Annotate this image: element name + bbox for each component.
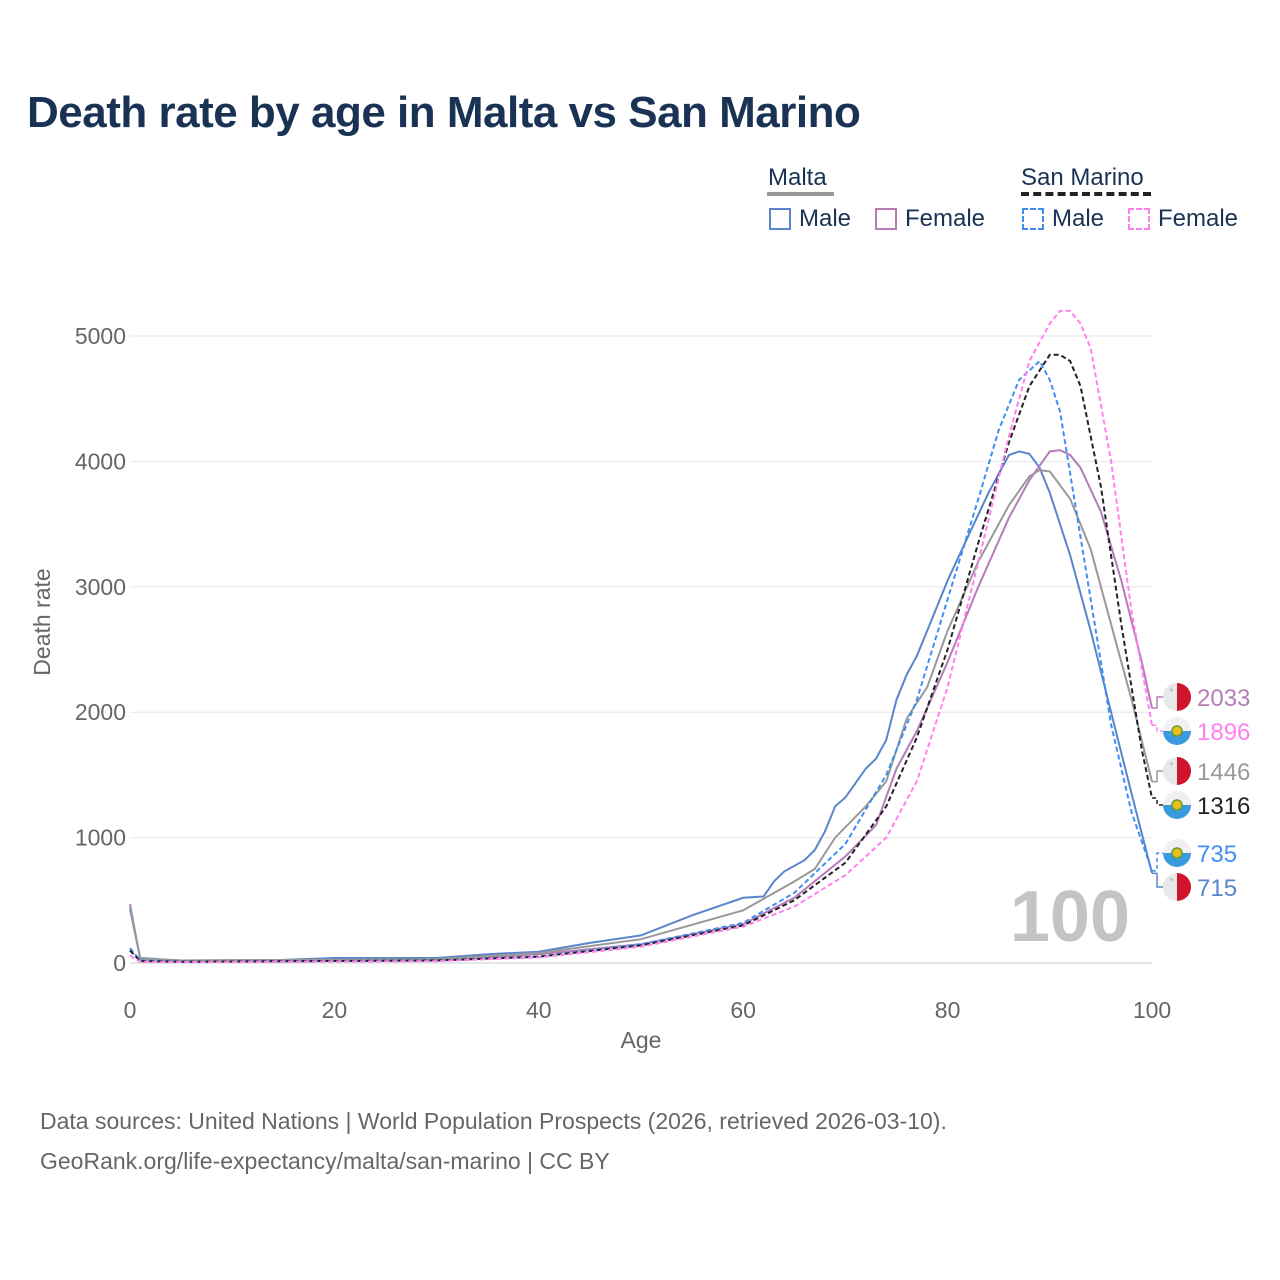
y-tick-label: 0 <box>113 950 126 976</box>
end-value-label: 1896 <box>1197 719 1250 746</box>
legend-malta-male[interactable]: Male <box>799 205 852 232</box>
flag-red-half <box>1177 683 1191 711</box>
end-label-connector <box>1152 872 1165 888</box>
legend-group-san-marino: San Marino <box>1021 164 1144 191</box>
coat-of-arms <box>1171 725 1183 737</box>
y-tick-label: 4000 <box>75 448 126 474</box>
x-tick-label: 60 <box>730 997 756 1023</box>
flag-blue-half <box>1163 805 1191 819</box>
san-marino-flag-icon <box>1163 839 1191 867</box>
legend-malta-female[interactable]: Female <box>905 205 986 232</box>
malta-flag-icon: + <box>1163 757 1191 785</box>
legend-san-marino-male-swatch[interactable] <box>1022 208 1044 230</box>
san-marino-flag-icon <box>1163 791 1191 819</box>
flag-blue-half <box>1163 853 1191 867</box>
footer-link[interactable]: GeoRank.org/life-expectancy/malta/san-ma… <box>40 1148 610 1174</box>
x-tick-label: 80 <box>935 997 961 1023</box>
end-label-connector <box>1152 724 1165 732</box>
x-tick-label: 40 <box>526 997 552 1023</box>
age-watermark: 100 <box>1010 877 1130 957</box>
legend-group-malta: Malta <box>768 164 827 191</box>
end-label-connector <box>1152 770 1165 783</box>
x-tick-label: 100 <box>1133 997 1171 1023</box>
end-value-label: 2033 <box>1197 685 1250 712</box>
legend-san-marino-male[interactable]: Male <box>1052 205 1105 232</box>
end-label-connector <box>1152 797 1165 806</box>
y-tick-label: 2000 <box>75 699 126 725</box>
flag-red-half <box>1177 757 1191 785</box>
end-label-connector <box>1152 696 1165 709</box>
series-line-san-marino-male <box>129 359 1153 963</box>
george-cross: + <box>1169 759 1174 769</box>
series-line-san-marino-total <box>129 353 1153 963</box>
legend-san-marino-female-swatch[interactable] <box>1128 208 1150 230</box>
end-value-label: 715 <box>1197 875 1237 902</box>
george-cross: + <box>1169 685 1174 695</box>
end-label-connector <box>1152 852 1165 872</box>
y-tick-label: 5000 <box>75 323 126 349</box>
coat-of-arms <box>1171 847 1183 859</box>
san-marino-flag-icon <box>1163 717 1191 745</box>
x-tick-label: 0 <box>124 997 137 1023</box>
flag-blue-half <box>1163 731 1191 745</box>
series-line-malta-total <box>129 469 1153 962</box>
flag-red-half <box>1177 873 1191 901</box>
legend-san-marino-female[interactable]: Female <box>1158 205 1239 232</box>
legend-malta-female-swatch[interactable] <box>875 208 897 230</box>
series-line-san-marino-female <box>129 309 1153 964</box>
legend-malta-line <box>767 192 834 196</box>
coat-of-arms <box>1171 799 1183 811</box>
footer-sources: Data sources: United Nations | World Pop… <box>40 1108 947 1134</box>
malta-flag-icon: + <box>1163 683 1191 711</box>
x-tick-label: 20 <box>322 997 348 1023</box>
end-value-label: 1446 <box>1197 759 1250 786</box>
series-line-malta-female <box>129 449 1153 962</box>
george-cross: + <box>1169 875 1174 885</box>
end-value-label: 735 <box>1197 841 1237 868</box>
malta-flag-icon: + <box>1163 873 1191 901</box>
chart-title: Death rate by age in Malta vs San Marino <box>27 88 861 137</box>
series-line-malta-male <box>129 450 1153 962</box>
y-tick-label: 3000 <box>75 574 126 600</box>
end-value-label: 1316 <box>1197 793 1250 820</box>
y-axis-label: Death rate <box>29 568 55 675</box>
legend-san-marino-line <box>1021 192 1151 196</box>
y-tick-label: 1000 <box>75 825 126 851</box>
legend-malta-male-swatch[interactable] <box>769 208 791 230</box>
x-axis-label: Age <box>621 1027 662 1053</box>
